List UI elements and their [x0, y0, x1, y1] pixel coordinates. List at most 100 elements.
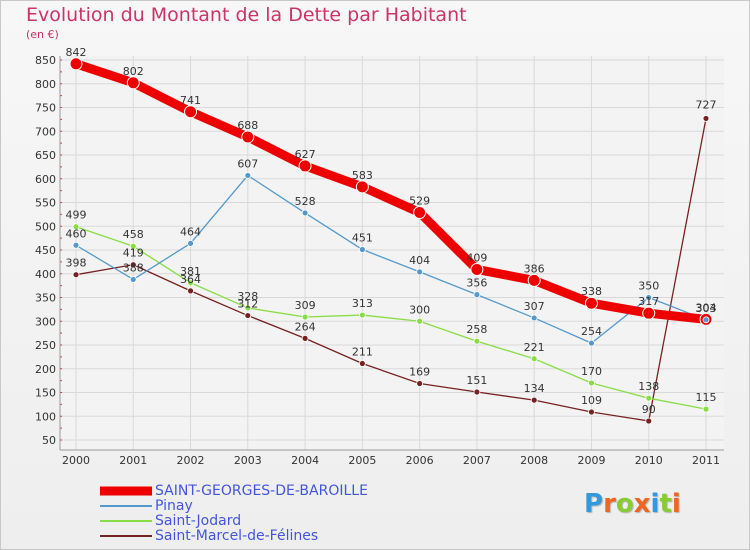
data-point	[588, 408, 595, 416]
data-label: 802	[123, 65, 144, 78]
y-tick-label: 650	[35, 149, 56, 162]
proxiti-logo: Proxiti	[584, 489, 681, 519]
data-label: 499	[66, 209, 87, 222]
data-point	[530, 396, 538, 404]
data-label: 388	[123, 261, 144, 274]
logo-letter: i	[671, 489, 681, 519]
data-point	[645, 294, 653, 301]
y-tick-label: 800	[35, 78, 56, 91]
logo-letter: o	[615, 489, 634, 519]
data-point	[301, 313, 309, 321]
data-point	[473, 388, 481, 396]
data-point	[301, 209, 309, 217]
data-label: 221	[524, 341, 545, 354]
data-point	[470, 262, 484, 276]
y-tick-label: 750	[35, 102, 56, 115]
data-label: 307	[524, 300, 545, 313]
data-point	[527, 273, 541, 287]
data-label: 356	[466, 277, 487, 290]
data-point	[645, 417, 653, 425]
x-tick-label: 2006	[406, 454, 434, 467]
y-tick-label: 250	[35, 339, 56, 352]
y-tick-label: 350	[35, 292, 56, 305]
data-point	[184, 105, 198, 119]
x-tick-label: 2007	[463, 454, 491, 467]
data-label: 303	[696, 302, 717, 315]
data-point	[416, 380, 424, 387]
data-point	[244, 304, 252, 312]
legend: SAINT-GEORGES-DE-BAROILLE Pinay Saint-Jo…	[155, 484, 368, 544]
data-label: 254	[581, 325, 602, 338]
data-point	[702, 316, 710, 324]
data-point	[72, 271, 80, 279]
data-point	[416, 317, 424, 325]
data-label: 350	[638, 280, 659, 293]
y-tick-label: 500	[35, 220, 56, 233]
x-tick-label: 2009	[577, 454, 605, 467]
data-label: 451	[352, 232, 373, 245]
data-point	[244, 172, 252, 179]
data-label: 300	[409, 303, 430, 316]
data-label: 115	[696, 391, 717, 404]
data-label: 317	[638, 295, 659, 308]
data-label: 309	[295, 299, 316, 312]
data-label: 381	[180, 265, 201, 278]
y-tick-label: 450	[35, 244, 56, 257]
data-label: 258	[466, 323, 487, 336]
data-point	[473, 291, 481, 299]
data-label: 404	[409, 254, 430, 267]
legend-label-saint-marcel: Saint-Marcel-de-Félines	[155, 528, 319, 544]
logo-letter: r	[603, 489, 616, 519]
legend-label-saint-jodard: Saint-Jodard	[155, 513, 242, 529]
data-label: 741	[180, 94, 201, 107]
data-point	[642, 306, 656, 320]
logo-letter: P	[584, 489, 604, 519]
y-tick-label: 150	[35, 387, 56, 400]
y-tick-label: 400	[35, 268, 56, 281]
x-tick-label: 2000	[62, 454, 90, 467]
data-point	[126, 76, 140, 90]
data-label: 627	[295, 148, 316, 161]
legend-label-saint-georges: SAINT-GEORGES-DE-BAROILLE	[155, 483, 368, 499]
x-tick-label: 2004	[291, 454, 319, 467]
data-point	[588, 379, 595, 387]
data-point	[473, 337, 481, 345]
x-tick-label: 2002	[177, 454, 205, 467]
data-label: 386	[524, 262, 545, 275]
data-point	[588, 339, 595, 347]
data-label: 842	[66, 46, 87, 59]
data-label: 398	[66, 257, 87, 270]
series-line	[71, 59, 711, 324]
data-label: 607	[237, 157, 258, 170]
data-label: 529	[409, 194, 430, 207]
data-point	[129, 276, 137, 283]
x-tick-label: 2001	[119, 454, 147, 467]
x-tick-label: 2011	[692, 454, 720, 467]
unit-label: (en €)	[26, 28, 59, 41]
data-point	[129, 261, 137, 269]
data-point	[645, 394, 653, 402]
y-tick-label: 600	[35, 173, 56, 186]
data-point	[69, 57, 83, 71]
data-point	[702, 405, 710, 413]
data-label: 109	[581, 394, 602, 407]
data-label: 328	[237, 290, 258, 303]
y-tick-label: 850	[35, 54, 56, 67]
y-tick-label: 100	[35, 410, 56, 423]
data-point	[355, 180, 369, 194]
data-label: 170	[581, 365, 602, 378]
series-line	[75, 226, 707, 410]
y-tick-label: 200	[35, 363, 56, 376]
data-point	[416, 268, 424, 276]
data-point	[72, 223, 80, 231]
data-label: 419	[123, 247, 144, 260]
x-tick-label: 2008	[520, 454, 548, 467]
data-label: 409	[466, 251, 487, 264]
y-tick-label: 700	[35, 125, 56, 138]
x-tick-label: 2003	[234, 454, 262, 467]
data-label: 211	[352, 346, 373, 359]
data-point	[298, 159, 312, 173]
data-label: 460	[66, 227, 87, 240]
data-point	[244, 312, 252, 319]
